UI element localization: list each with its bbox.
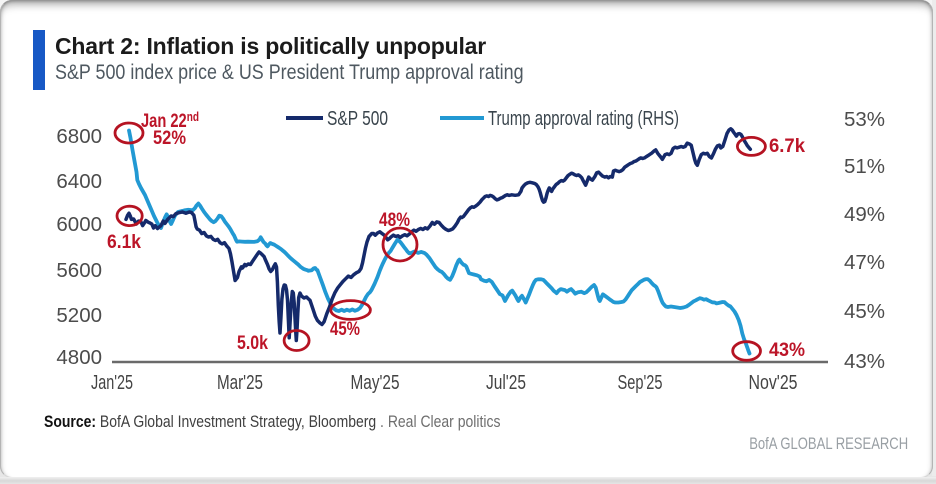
- svg-text:4800: 4800: [56, 346, 102, 369]
- svg-text:45%: 45%: [844, 300, 885, 323]
- svg-text:6.7k: 6.7k: [769, 136, 805, 157]
- svg-text:Nov'25: Nov'25: [749, 371, 798, 394]
- svg-text:May'25: May'25: [351, 371, 400, 394]
- svg-text:45%: 45%: [330, 319, 360, 340]
- svg-text:49%: 49%: [844, 203, 885, 226]
- svg-text:43%: 43%: [844, 350, 885, 373]
- svg-text:Jan 22nd: Jan 22nd: [141, 109, 199, 132]
- svg-text:Jul'25: Jul'25: [486, 371, 526, 394]
- svg-text:Mar'25: Mar'25: [217, 371, 263, 394]
- svg-text:5200: 5200: [56, 304, 102, 327]
- svg-text:52%: 52%: [153, 128, 186, 149]
- svg-text:S&P 500: S&P 500: [327, 108, 388, 130]
- svg-text:6000: 6000: [56, 213, 102, 236]
- svg-text:48%: 48%: [379, 210, 410, 231]
- svg-text:53%: 53%: [844, 108, 885, 131]
- svg-text:5600: 5600: [56, 259, 102, 282]
- svg-text:43%: 43%: [769, 340, 805, 361]
- svg-text:6.1k: 6.1k: [107, 232, 141, 253]
- svg-text:Sep'25: Sep'25: [618, 371, 663, 394]
- svg-text:6400: 6400: [56, 170, 102, 193]
- svg-text:Jan'25: Jan'25: [91, 371, 133, 394]
- svg-text:51%: 51%: [844, 155, 885, 178]
- svg-text:6800: 6800: [56, 125, 102, 148]
- svg-text:5.0k: 5.0k: [237, 333, 268, 354]
- svg-text:Trump approval rating (RHS): Trump approval rating (RHS): [488, 108, 679, 130]
- svg-text:47%: 47%: [844, 251, 885, 274]
